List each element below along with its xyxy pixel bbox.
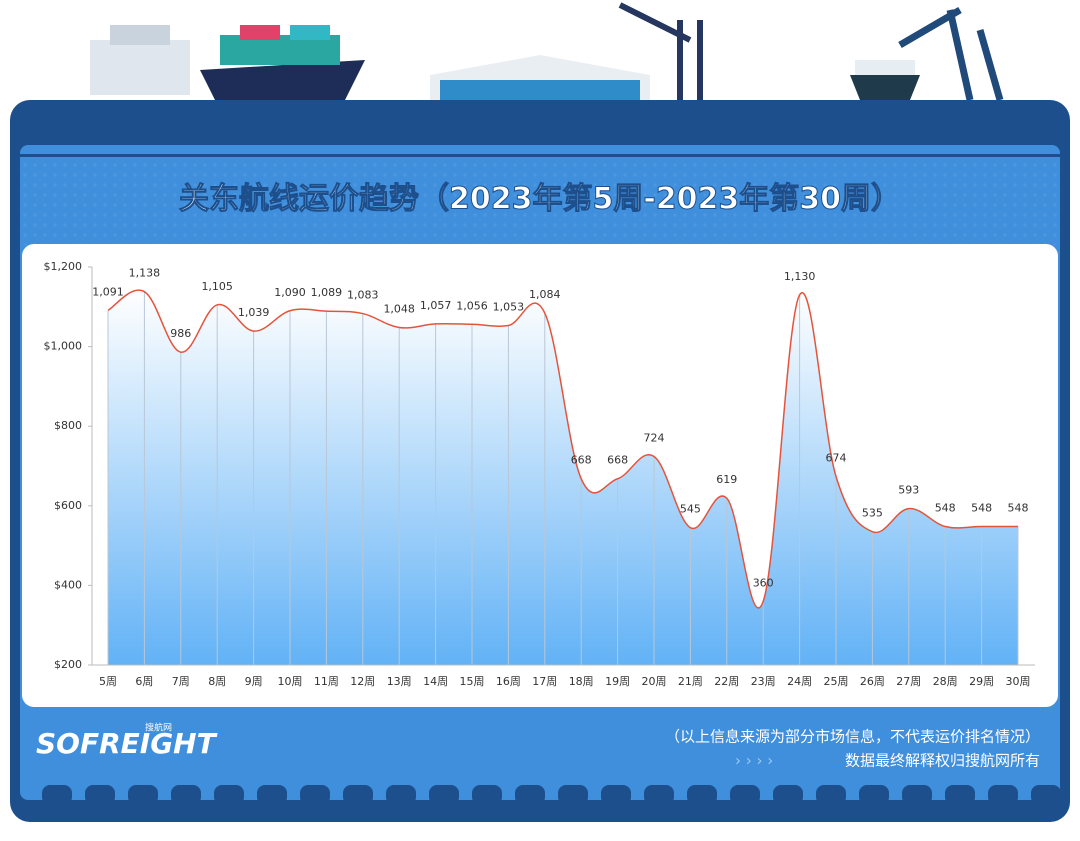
- value-label: 535: [862, 507, 883, 520]
- scallop: [515, 785, 545, 805]
- y-tick-label: $800: [54, 419, 82, 432]
- value-label: 1,130: [784, 270, 816, 283]
- scallop: [343, 785, 373, 805]
- value-label: 1,056: [456, 299, 488, 312]
- x-tick-label: 16周: [496, 675, 521, 688]
- scallop: [816, 785, 846, 805]
- scallop: [386, 785, 416, 805]
- x-tick-label: 23周: [751, 675, 776, 688]
- x-tick-label: 19周: [605, 675, 630, 688]
- scallop: [128, 785, 158, 805]
- title-pattern: [20, 160, 1060, 245]
- value-label: 548: [971, 501, 992, 514]
- scallop: [171, 785, 201, 805]
- x-tick-label: 20周: [642, 675, 667, 688]
- x-tick-label: 8周: [208, 675, 226, 688]
- scallop: [472, 785, 502, 805]
- x-tick-label: 11周: [314, 675, 339, 688]
- value-label: 1,138: [129, 267, 161, 280]
- value-label: 548: [1008, 501, 1029, 514]
- x-tick-label: 14周: [423, 675, 448, 688]
- value-label: 1,090: [274, 286, 306, 299]
- x-tick-label: 10周: [278, 675, 303, 688]
- value-label: 668: [571, 454, 592, 467]
- x-tick-label: 6周: [135, 675, 153, 688]
- x-tick-label: 7周: [172, 675, 190, 688]
- x-tick-label: 21周: [678, 675, 703, 688]
- value-label: 360: [753, 576, 774, 589]
- value-label: 593: [898, 484, 919, 497]
- scallop: [85, 785, 115, 805]
- x-tick-label: 24周: [787, 675, 812, 688]
- arrows: › › › ›: [735, 752, 773, 770]
- value-label: 668: [607, 454, 628, 467]
- source-note: （以上信息来源为部分市场信息，不代表运价排名情况）: [665, 728, 1040, 746]
- x-tick-label: 5周: [99, 675, 117, 688]
- x-tick-label: 12周: [350, 675, 375, 688]
- line: [107, 289, 1018, 609]
- value-label: 1,091: [92, 285, 124, 298]
- x-tick-label: 29周: [969, 675, 994, 688]
- scallop: [644, 785, 674, 805]
- y-tick-label: $600: [54, 499, 82, 512]
- chart-title: 关东航线运价趋势（2023年第5周-2023年第30周）: [179, 182, 901, 217]
- scallop: [902, 785, 932, 805]
- scallop: [730, 785, 760, 805]
- x-tick-label: 26周: [860, 675, 885, 688]
- logo-sub: 搜航网: [145, 722, 172, 734]
- y-tick-label: $400: [54, 578, 82, 591]
- value-label: 1,053: [493, 301, 525, 314]
- area: [108, 290, 1018, 665]
- x-tick-label: 22周: [714, 675, 739, 688]
- scallop: [859, 785, 889, 805]
- x-tick-label: 17周: [532, 675, 557, 688]
- divider: [20, 154, 1060, 157]
- scallop: [945, 785, 975, 805]
- value-label: 986: [170, 327, 191, 340]
- scallop: [257, 785, 287, 805]
- value-label: 1,039: [238, 306, 270, 319]
- value-label: 1,089: [311, 286, 343, 299]
- rights-note: 数据最终解释权归搜航网所有: [845, 752, 1040, 770]
- value-label: 545: [680, 503, 701, 516]
- value-label: 1,084: [529, 288, 561, 301]
- scallop: [429, 785, 459, 805]
- value-label: 548: [935, 501, 956, 514]
- y-tick-label: $1,200: [44, 260, 83, 273]
- value-label: 1,083: [347, 289, 379, 302]
- bottom-decoration: [42, 785, 1061, 805]
- scallop: [988, 785, 1018, 805]
- x-tick-label: 27周: [896, 675, 921, 688]
- scallop: [214, 785, 244, 805]
- scallop: [300, 785, 330, 805]
- value-label: 674: [826, 451, 847, 464]
- scallop: [773, 785, 803, 805]
- x-tick-label: 13周: [387, 675, 412, 688]
- x-tick-label: 28周: [933, 675, 958, 688]
- value-label: 1,048: [383, 302, 415, 315]
- x-tick-label: 15周: [460, 675, 485, 688]
- value-label: 1,105: [201, 280, 233, 293]
- plot: $200 $400 $600 $800 $1,000 $1,200 5周 1,091 6周 1,1…: [44, 260, 1035, 688]
- scallop: [687, 785, 717, 805]
- x-tick-label: 25周: [824, 675, 849, 688]
- value-label: 724: [644, 431, 665, 444]
- x-tick-label: 30周: [1006, 675, 1031, 688]
- y-tick-label: $200: [54, 658, 82, 671]
- scallop: [42, 785, 72, 805]
- logo: SOFREIGHT: [36, 727, 218, 760]
- value-label: 1,057: [420, 299, 452, 312]
- value-label: 619: [716, 473, 737, 486]
- y-tick-label: $1,000: [44, 340, 83, 353]
- scallop: [601, 785, 631, 805]
- scallop: [558, 785, 588, 805]
- harbor-decoration: [90, 2, 1004, 101]
- x-tick-label: 9周: [245, 675, 263, 688]
- scallop: [1031, 785, 1061, 805]
- x-tick-label: 18周: [569, 675, 594, 688]
